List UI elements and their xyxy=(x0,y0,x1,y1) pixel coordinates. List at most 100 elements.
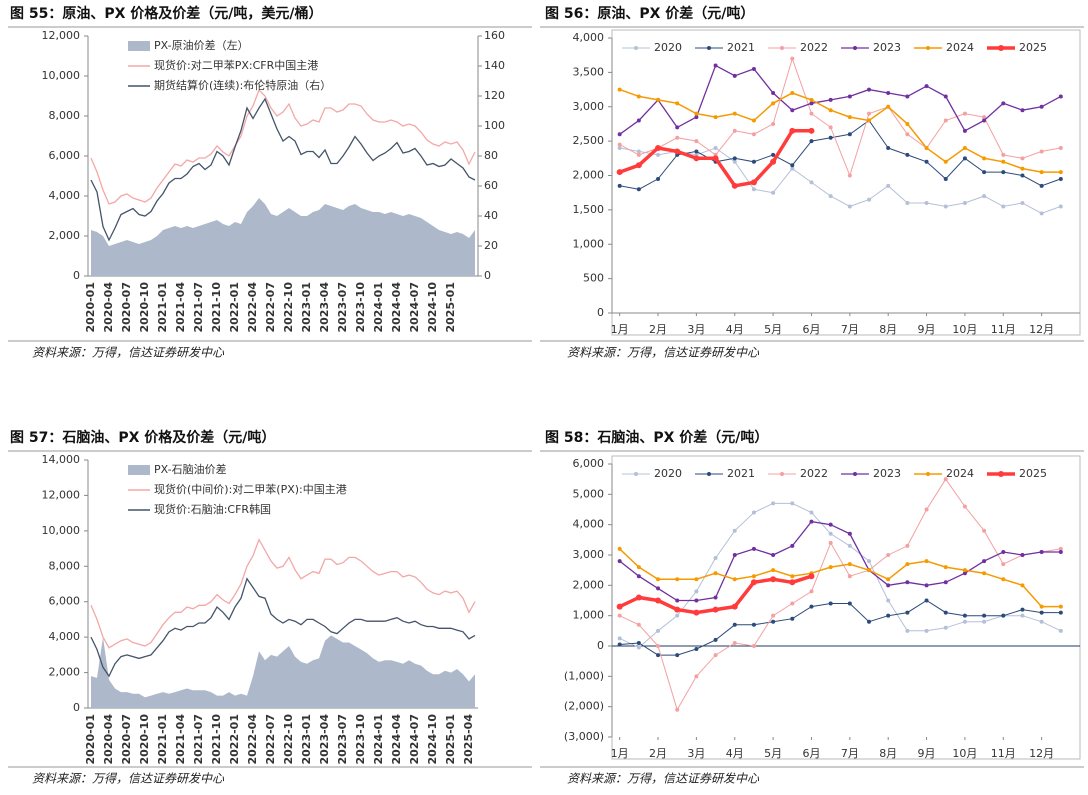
point-marker xyxy=(982,170,987,175)
point-marker xyxy=(731,603,738,610)
x-tick-label: 2023-07 xyxy=(336,282,349,333)
legend-marker xyxy=(926,46,930,50)
chart-title: 图 55：原油、PX 价格及价差（元/吨，美元/桶） xyxy=(10,5,323,22)
point-marker xyxy=(771,91,776,95)
x-tick-label: 2022-07 xyxy=(264,714,277,765)
legend-label: 2022 xyxy=(800,41,828,54)
point-marker xyxy=(636,152,641,157)
y-tick-label: 12,000 xyxy=(42,488,81,501)
point-marker xyxy=(962,619,967,624)
point-marker xyxy=(847,173,852,178)
point-marker xyxy=(867,111,872,116)
point-marker xyxy=(790,108,795,113)
x-tick-label: 2025-01 xyxy=(444,282,457,333)
point-marker xyxy=(905,121,910,126)
series-line xyxy=(619,478,1061,711)
point-marker xyxy=(982,528,987,533)
point-marker xyxy=(694,647,699,652)
point-marker xyxy=(924,598,929,603)
point-marker xyxy=(962,568,967,573)
point-marker xyxy=(617,87,622,92)
point-marker xyxy=(693,609,700,616)
point-marker xyxy=(732,159,737,164)
point-marker xyxy=(750,179,757,186)
point-marker xyxy=(636,187,641,192)
x-tick-label: 8月 xyxy=(879,323,897,336)
point-marker xyxy=(694,577,699,582)
y-tick-label: 12,000 xyxy=(42,29,81,42)
point-marker xyxy=(1020,613,1025,618)
x-tick-label: 2021-04 xyxy=(174,714,187,765)
point-marker xyxy=(1039,211,1044,216)
series-line xyxy=(619,502,1062,649)
source-note: 资料来源：万得，信达证券研发中心 xyxy=(32,772,225,786)
point-marker xyxy=(982,156,987,161)
point-marker xyxy=(790,574,795,579)
point-marker xyxy=(962,201,967,205)
point-marker xyxy=(1001,170,1006,175)
y-tick-label: 2,000 xyxy=(573,169,605,182)
point-marker xyxy=(732,528,737,533)
x-tick-label: 2020-07 xyxy=(120,282,133,333)
point-marker xyxy=(617,142,622,147)
point-marker xyxy=(655,597,662,604)
y-tick-label: 2,000 xyxy=(49,666,81,679)
y2-tick-label: 60 xyxy=(484,179,498,192)
series-line xyxy=(619,64,1062,135)
legend-marker xyxy=(707,46,711,50)
point-marker xyxy=(713,653,718,658)
point-marker xyxy=(808,573,815,580)
x-tick-label: 2020-07 xyxy=(120,714,133,765)
point-marker xyxy=(771,101,776,106)
y-tick-label: 4,000 xyxy=(49,189,81,202)
point-marker xyxy=(771,152,776,157)
x-tick-label: 2021-01 xyxy=(156,714,169,765)
point-marker xyxy=(1058,546,1063,551)
point-marker xyxy=(617,636,622,641)
point-marker xyxy=(1039,619,1044,624)
point-marker xyxy=(828,194,833,199)
point-marker xyxy=(751,546,756,551)
x-tick-label: 2021-10 xyxy=(210,282,223,333)
x-tick-label: 6月 xyxy=(802,747,820,760)
y-tick-label: 1,500 xyxy=(573,203,605,216)
point-marker xyxy=(886,146,891,150)
point-marker xyxy=(905,152,910,157)
x-tick-label: 2024-04 xyxy=(390,282,403,333)
y-tick-label: (3,000) xyxy=(564,730,604,743)
point-marker xyxy=(751,118,756,123)
point-marker xyxy=(886,91,891,95)
x-tick-label: 2021-04 xyxy=(174,282,187,333)
series-line xyxy=(619,520,1061,602)
x-tick-label: 2023-10 xyxy=(354,282,367,333)
point-marker xyxy=(771,190,776,195)
x-tick-label: 2024-07 xyxy=(408,714,421,765)
point-marker xyxy=(712,606,719,613)
y-tick-label: 1,000 xyxy=(573,609,605,622)
point-marker xyxy=(1039,610,1044,615)
legend-label: 2025 xyxy=(1019,41,1047,54)
y2-tick-label: 40 xyxy=(484,209,498,222)
point-marker xyxy=(828,125,833,130)
point-marker xyxy=(828,522,833,527)
series-line xyxy=(90,88,476,205)
legend-marker xyxy=(634,46,638,50)
point-marker xyxy=(790,91,795,95)
point-marker xyxy=(808,127,815,134)
point-marker xyxy=(867,87,872,92)
point-marker xyxy=(828,540,833,545)
point-marker xyxy=(1001,101,1006,106)
point-marker xyxy=(962,504,967,509)
x-tick-label: 5月 xyxy=(764,747,782,760)
legend-swatch xyxy=(128,465,150,475)
point-marker xyxy=(1058,604,1063,609)
point-marker xyxy=(656,577,661,582)
point-marker xyxy=(636,574,641,579)
y-tick-label: 8,000 xyxy=(49,559,81,572)
point-marker xyxy=(1058,176,1063,181)
point-marker xyxy=(867,559,872,564)
point-marker xyxy=(1020,173,1025,178)
point-marker xyxy=(905,132,910,137)
y-tick-label: (1,000) xyxy=(564,669,604,682)
